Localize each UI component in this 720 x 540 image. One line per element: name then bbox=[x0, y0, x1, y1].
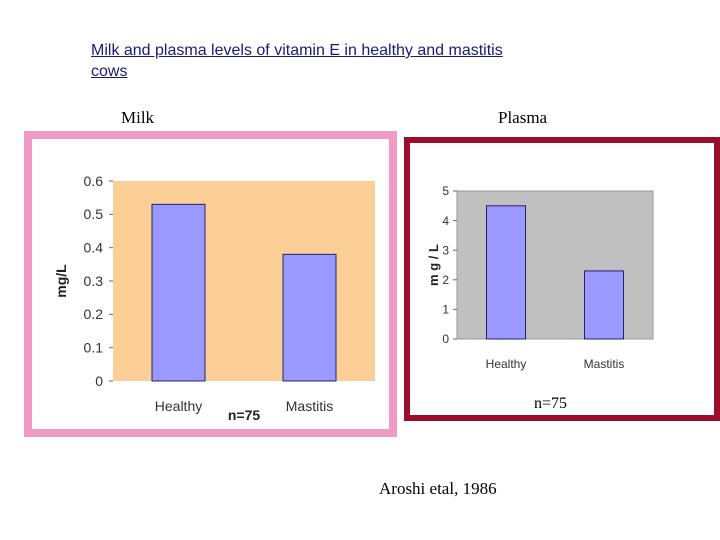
milk-bar-chart: 0 0.1 0.2 0.3 0.4 0.5 0.6 mg/L Healthy Mastitis n=… bbox=[53, 173, 375, 423]
bar bbox=[584, 270, 624, 340]
y-tick-label: 5 bbox=[442, 184, 449, 198]
y-axis-label: mg/L bbox=[53, 264, 69, 298]
y-tick-label: 1 bbox=[442, 303, 449, 317]
bar bbox=[151, 203, 206, 382]
milk-chart-panel: 0 0.1 0.2 0.3 0.4 0.5 0.6 mg/L Healthy Mastitis n=… bbox=[32, 139, 389, 429]
y-tick-label: 0.6 bbox=[84, 173, 104, 189]
bar bbox=[486, 205, 526, 340]
bar bbox=[282, 253, 337, 382]
y-tick-label: 3 bbox=[442, 243, 449, 257]
x-tick-label: Mastitis bbox=[584, 357, 625, 371]
y-tick-label: 0.5 bbox=[84, 206, 104, 222]
y-tick-label: 0.4 bbox=[84, 240, 104, 256]
milk-chart-heading: Milk bbox=[121, 108, 155, 127]
y-tick-label: 0 bbox=[442, 332, 449, 346]
milk-sample-size: n=75 bbox=[228, 407, 261, 423]
page-title: Milk and plasma levels of vitamin E in h… bbox=[91, 42, 503, 80]
citation: Aroshi etal, 1986 bbox=[379, 479, 497, 498]
x-tick-label: Healthy bbox=[486, 357, 527, 371]
y-tick-label: 0.3 bbox=[84, 273, 104, 289]
y-tick-label: 0 bbox=[95, 373, 103, 389]
plasma-chart-heading: Plasma bbox=[498, 108, 548, 127]
milk-chart-frame: 0 0.1 0.2 0.3 0.4 0.5 0.6 mg/L Healthy Mastitis n=… bbox=[24, 131, 397, 437]
x-tick-label: Mastitis bbox=[286, 398, 333, 414]
y-axis-label: m g / L bbox=[426, 244, 441, 286]
plasma-bar-chart: 0 1 2 3 4 5 m g / L Healthy Mastitis bbox=[426, 184, 654, 371]
plasma-chart-panel: 0 1 2 3 4 5 m g / L Healthy Mastitis bbox=[410, 143, 714, 415]
y-tick-label: 4 bbox=[442, 214, 449, 228]
y-tick-label: 0.2 bbox=[84, 306, 104, 322]
plasma-chart-frame: 0 1 2 3 4 5 m g / L Healthy Mastitis bbox=[404, 137, 720, 421]
x-tick-label: Healthy bbox=[155, 398, 202, 414]
y-tick-label: 2 bbox=[442, 273, 449, 287]
y-tick-label: 0.1 bbox=[84, 340, 104, 356]
plasma-sample-size: n=75 bbox=[534, 395, 568, 412]
